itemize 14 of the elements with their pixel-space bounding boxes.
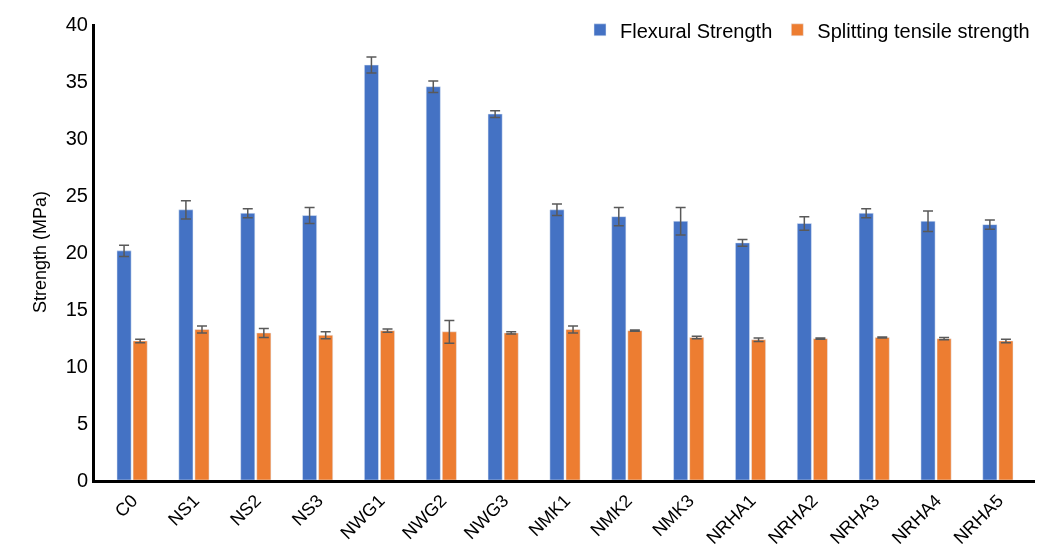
y-tick-label: 30 xyxy=(65,127,88,149)
y-tick-label: 5 xyxy=(76,412,88,434)
y-tick-label: 10 xyxy=(65,355,88,377)
x-tick-label: NS1 xyxy=(164,490,204,530)
y-tick-label: 15 xyxy=(65,298,88,320)
y-tick-label: 0 xyxy=(76,469,88,491)
y-tick-label: 25 xyxy=(65,184,88,206)
legend-label: Splitting tensile strength xyxy=(817,19,1030,42)
legend-label: Flexural Strength xyxy=(620,19,773,42)
y-axis-title: Strength (MPa) xyxy=(29,190,50,314)
x-tick-label: C0 xyxy=(110,490,142,522)
y-tick-label: 20 xyxy=(65,241,88,263)
y-tick-label: 40 xyxy=(65,13,88,35)
y-tick-label: 35 xyxy=(65,70,88,92)
